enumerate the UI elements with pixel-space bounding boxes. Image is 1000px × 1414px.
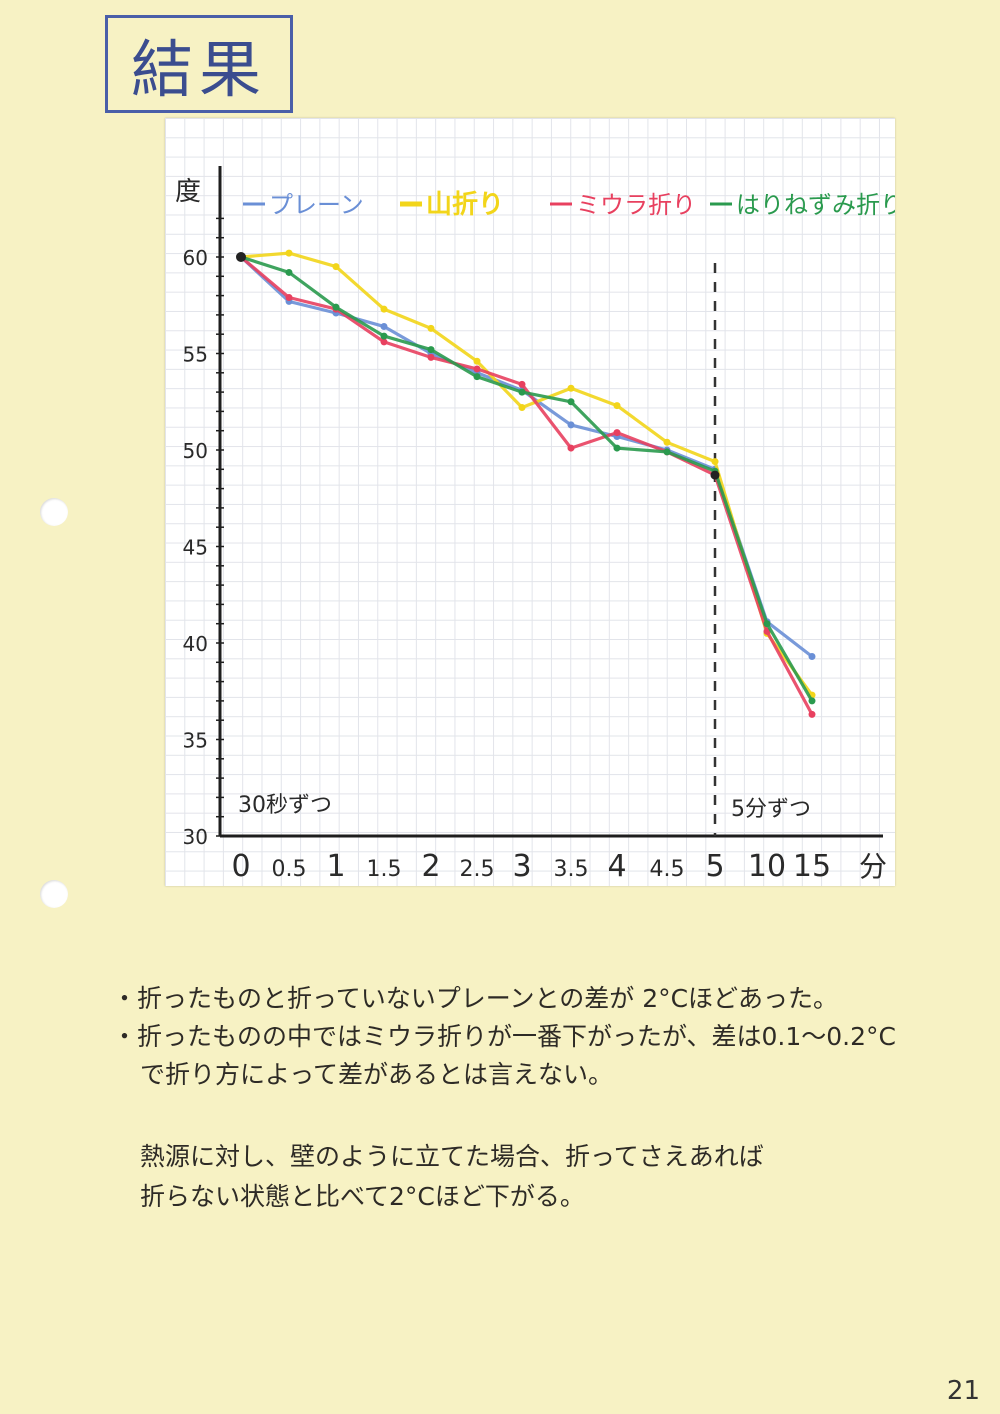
- data-point: [285, 268, 293, 276]
- data-point: [473, 373, 481, 381]
- y-axis-label: 度: [175, 177, 201, 207]
- data-point: [427, 324, 435, 332]
- line-chart: 60 55 50 45 40 35 30 度 0 0.5 1 1.5 2 2.5 3 3.5 4 4.5 5 10 15…: [175, 166, 895, 884]
- y-tick-label: 40: [183, 632, 208, 656]
- x-tick-label: 4: [607, 849, 626, 884]
- punch-hole-bottom: [40, 880, 68, 908]
- junction-point-marker: [710, 470, 720, 480]
- data-point: [711, 458, 719, 466]
- x-tick-label: 3: [512, 849, 531, 884]
- data-point: [518, 380, 526, 388]
- page-number: 21: [946, 1376, 980, 1406]
- conclusion-line-1: 熱源に対し、壁のように立てた場合、折ってさえあれば: [140, 1142, 764, 1171]
- x-tick-label: 3.5: [554, 857, 589, 882]
- data-point: [332, 303, 340, 311]
- x-tick-label: 0: [231, 849, 250, 884]
- start-point-marker: [236, 252, 246, 262]
- data-point: [427, 346, 435, 354]
- data-point: [380, 305, 388, 313]
- data-point: [285, 294, 293, 302]
- x-tick-label: 2: [421, 849, 440, 884]
- data-point: [380, 322, 388, 330]
- note-bullet-2-cont: で折り方によって差があるとは言えない。: [140, 1060, 614, 1089]
- y-tick-label: 30: [183, 825, 208, 849]
- data-point: [473, 365, 481, 373]
- data-point: [613, 444, 621, 452]
- page-title: 結果: [105, 15, 293, 113]
- legend-label-2: ミウラ折り: [576, 191, 696, 219]
- data-point: [763, 620, 771, 628]
- data-point: [613, 402, 621, 410]
- y-tick-label: 35: [183, 729, 208, 753]
- conclusion-line-2: 折らない状態と比べて2°Cほど下がる。: [140, 1182, 585, 1211]
- y-tick-label: 55: [183, 343, 208, 367]
- annotation-left-interval: 30秒ずつ: [238, 793, 332, 818]
- data-point: [567, 444, 575, 452]
- y-tick-label: 60: [183, 246, 208, 270]
- data-point: [663, 448, 671, 456]
- series-line-3: [239, 255, 814, 703]
- data-point: [427, 353, 435, 361]
- data-point: [285, 249, 293, 257]
- data-point: [808, 653, 816, 661]
- data-point: [380, 338, 388, 346]
- annotation-right-interval: 5分ずつ: [731, 797, 811, 822]
- data-point: [808, 710, 816, 718]
- data-point: [518, 388, 526, 396]
- y-tick-label: 50: [183, 439, 208, 463]
- x-tick-label: 10: [748, 849, 786, 884]
- series-line-0: [239, 255, 814, 659]
- data-point: [332, 263, 340, 271]
- y-tick-label: 45: [183, 536, 208, 560]
- legend-label-0: プレーン: [269, 191, 364, 219]
- x-tick-label: 1: [326, 849, 345, 884]
- data-point: [567, 384, 575, 392]
- data-point: [567, 398, 575, 406]
- data-point: [663, 438, 671, 446]
- series-line-2: [239, 255, 814, 717]
- x-tick-label: 5: [705, 849, 724, 884]
- chart-card: 60 55 50 45 40 35 30 度 0 0.5 1 1.5 2 2.5 3 3.5 4 4.5 5 10 15…: [165, 118, 895, 886]
- data-point: [380, 332, 388, 340]
- data-point: [567, 421, 575, 429]
- x-tick-label: 1.5: [367, 857, 402, 882]
- data-point: [518, 404, 526, 412]
- legend-label-1: 山折り: [426, 190, 504, 220]
- note-bullet-2: ・折ったものの中ではミウラ折りが一番下がったが、差は0.1〜0.2°C: [112, 1022, 896, 1051]
- x-tick-label: 15: [793, 849, 831, 884]
- x-tick-label: 0.5: [272, 857, 307, 882]
- x-tick-label: 4.5: [650, 857, 685, 882]
- data-point: [473, 357, 481, 365]
- data-point: [808, 697, 816, 705]
- punch-hole-top: [40, 498, 68, 526]
- x-tick-label: 2.5: [460, 857, 495, 882]
- legend-label-3: はりねずみ折り: [736, 191, 895, 219]
- x-axis-unit: 分: [859, 850, 887, 883]
- data-point: [613, 429, 621, 437]
- series-line-1: [239, 251, 814, 697]
- note-bullet-1: ・折ったものと折っていないプレーンとの差が 2°Cほどあった。: [112, 984, 839, 1013]
